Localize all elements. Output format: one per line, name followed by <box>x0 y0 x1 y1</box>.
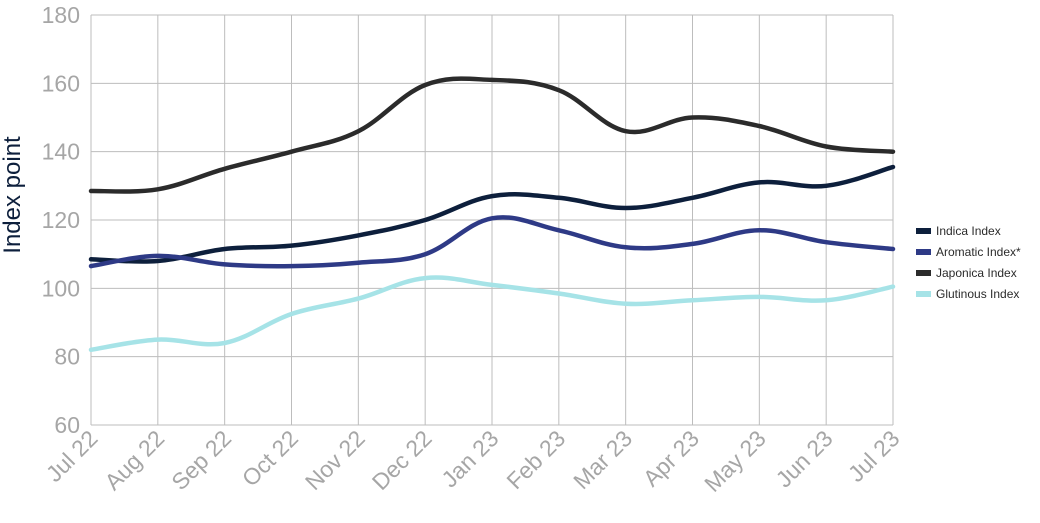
x-tick-label: Jun 23 <box>770 425 837 492</box>
series-line-3 <box>88 275 896 353</box>
series-line-1 <box>88 215 896 269</box>
legend-label: Indica Index <box>936 224 1001 238</box>
x-tick-label: Mar 23 <box>568 425 637 494</box>
legend-label: Japonica Index <box>936 266 1017 280</box>
series-line-2 <box>88 76 896 194</box>
y-axis-ticks: 60 80 100 120 140 160 180 <box>42 2 80 438</box>
x-tick-label: Feb 23 <box>501 425 570 494</box>
x-tick-label: Aug 22 <box>99 425 169 495</box>
legend-swatch <box>916 249 931 255</box>
legend: Indica Index Aromatic Index* Japonica Inde… <box>916 224 1021 301</box>
y-tick-label: 160 <box>42 70 80 96</box>
x-tick-label: May 23 <box>699 425 771 497</box>
y-axis-label: Index point <box>0 136 26 254</box>
x-tick-label: Nov 22 <box>300 425 370 495</box>
x-tick-label: Jul 23 <box>843 425 905 487</box>
series-line-0 <box>88 164 896 264</box>
y-tick-label: 120 <box>42 207 80 233</box>
series-lines <box>88 76 896 353</box>
x-tick-label: Apr 23 <box>638 425 704 491</box>
y-tick-label: 140 <box>42 139 80 165</box>
legend-swatch <box>916 291 931 297</box>
x-tick-label: Sep 22 <box>166 425 236 495</box>
y-tick-label: 180 <box>42 2 80 28</box>
x-tick-label: Dec 22 <box>367 425 437 495</box>
y-tick-label: 60 <box>54 412 80 438</box>
legend-swatch <box>916 228 931 234</box>
x-tick-label: Oct 22 <box>237 425 303 491</box>
y-tick-label: 80 <box>54 344 80 370</box>
x-tick-label: Jan 23 <box>436 425 503 492</box>
y-tick-label: 100 <box>42 275 80 301</box>
legend-swatch <box>916 270 931 276</box>
legend-label: Glutinous Index <box>936 287 1019 301</box>
legend-label: Aromatic Index* <box>936 245 1021 259</box>
